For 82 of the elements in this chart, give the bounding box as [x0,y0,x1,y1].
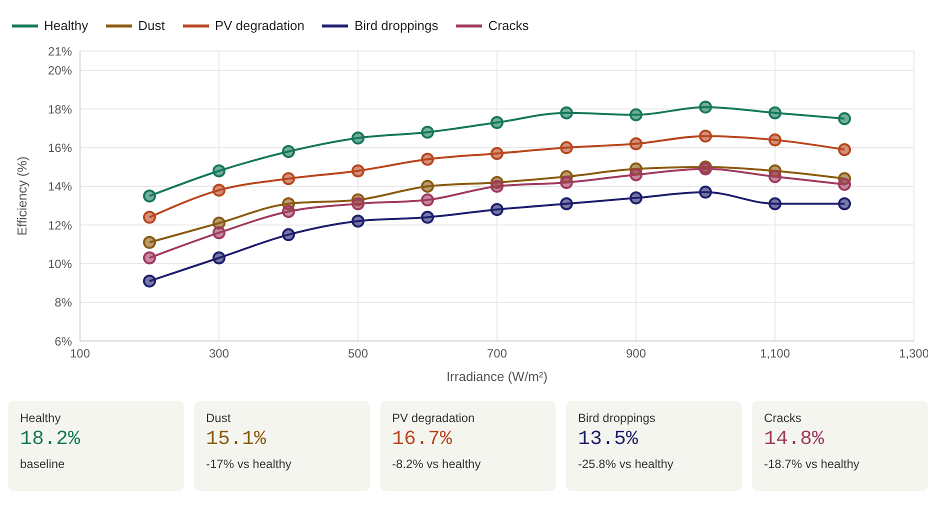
point [490,116,504,130]
point [421,193,434,206]
y-tick-label: 12% [48,218,72,232]
point [768,133,782,146]
text: -18.7% vs healthy [764,457,860,471]
point [630,168,642,182]
legend-label: Dust [137,18,165,33]
point [699,186,712,199]
point [212,251,226,264]
text: baseline [20,457,66,471]
point [421,126,434,139]
point [699,130,712,143]
point [560,141,573,154]
point [560,176,573,189]
text: -17% vs healthy [206,457,292,471]
text: 18.2% [20,428,82,451]
point [490,146,504,160]
point [282,172,295,186]
point [282,204,295,218]
x-tick-label: 1,100 [760,346,790,361]
point [421,210,434,224]
x-tick-label: 500 [348,346,368,361]
point [143,274,156,288]
text: -25.8% vs healthy [578,457,674,471]
text: 15.1% [206,428,268,451]
text: -8.2% vs healthy [392,457,482,471]
x-tick-label: 300 [208,346,230,361]
y-tick-label: 21% [48,44,72,58]
point [352,164,364,178]
point [282,228,295,242]
y-axis-title: Efficiency (%) [14,156,30,236]
point [212,184,226,197]
point [768,197,782,210]
point [421,152,434,166]
y-tick-label: 14% [48,180,72,194]
point [143,210,156,224]
x-axis-title: Irradiance (W/m²) [446,369,548,384]
point [838,112,851,126]
x-tick-label: 900 [626,346,646,361]
point [630,108,642,122]
x-tick-label: 700 [486,346,508,361]
text: Healthy [20,411,62,425]
point [490,180,504,193]
point [838,178,851,191]
point [143,251,156,264]
y-tick-label: 8% [54,296,72,310]
point [352,197,364,210]
text: Bird droppings [578,411,656,425]
point [212,164,226,178]
y-tick-label: 18% [48,102,72,116]
point [143,236,156,249]
point [212,226,226,240]
point [768,106,782,120]
text: 13.5% [578,428,640,451]
point [838,197,851,210]
y-tick-label: 20% [48,64,72,78]
point [630,191,642,204]
legend-label: PV degradation [214,18,304,33]
point [490,203,504,216]
point [143,190,156,202]
point [699,100,712,114]
text: Cracks [764,411,802,425]
text: Dust [206,411,232,425]
y-tick-label: 16% [48,140,72,155]
x-tick-label: 100 [70,346,90,361]
text: 16.7% [392,428,454,451]
point [352,132,364,144]
legend-label: Healthy [43,18,88,33]
point [282,145,295,158]
point [768,170,782,184]
point [352,214,364,228]
point [560,106,573,120]
y-tick-label: 10% [48,256,72,271]
point [630,137,642,150]
legend-label: Cracks [487,18,529,33]
point [421,180,434,193]
text: 14.8% [764,428,826,451]
point [560,197,573,210]
y-tick-label: 6% [54,334,72,348]
text: PV degradation [392,411,476,425]
legend-label: Bird droppings [353,18,438,33]
point [838,143,851,156]
